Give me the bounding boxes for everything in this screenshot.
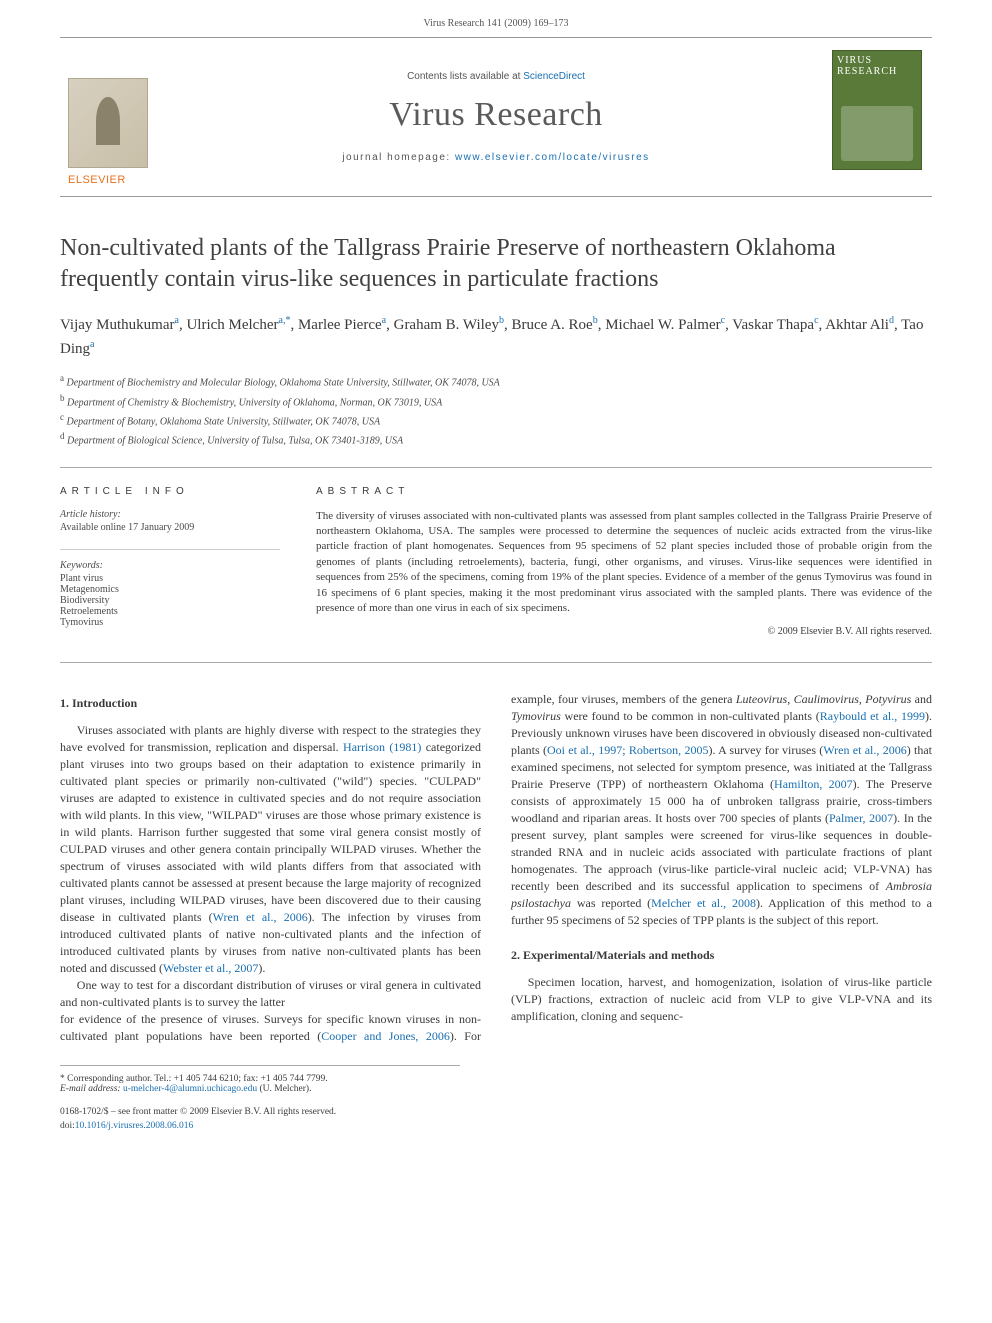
info-heading: ARTICLE INFO	[60, 486, 280, 497]
journal-homepage-link[interactable]: www.elsevier.com/locate/virusres	[455, 152, 650, 163]
article-info: ARTICLE INFO Article history: Available …	[60, 486, 280, 644]
article-front: Non-cultivated plants of the Tallgrass P…	[0, 197, 992, 1065]
cover-label-bottom: RESEARCH	[837, 66, 917, 77]
author-list: Vijay Muthukumara, Ulrich Melchera,*, Ma…	[60, 313, 932, 360]
info-abstract-row: ARTICLE INFO Article history: Available …	[60, 486, 932, 644]
section-2-p1: Specimen location, harvest, and homogeni…	[511, 974, 932, 1025]
corr-email-line: E-mail address: u-melcher-4@alumni.uchic…	[60, 1084, 460, 1094]
body-columns: 1. Introduction Viruses associated with …	[60, 691, 932, 1046]
footer-doi-line: doi:10.1016/j.virusres.2008.06.016	[60, 1120, 932, 1133]
corr-author-line: * Corresponding author. Tel.: +1 405 744…	[60, 1074, 460, 1084]
corr-email-link[interactable]: u-melcher-4@alumni.uchicago.edu	[123, 1084, 257, 1094]
footer-copyright: 0168-1702/$ – see front matter © 2009 El…	[60, 1106, 932, 1119]
history-line: Available online 17 January 2009	[60, 522, 280, 533]
abstract: ABSTRACT The diversity of viruses associ…	[316, 486, 932, 644]
journal-homepage-line: journal homepage: www.elsevier.com/locat…	[342, 152, 649, 163]
history-label: Article history:	[60, 509, 280, 520]
history-block: Article history: Available online 17 Jan…	[60, 509, 280, 533]
keywords-block: Keywords: Plant virusMetagenomicsBiodive…	[60, 560, 280, 628]
journal-cover-icon: VIRUS RESEARCH	[832, 50, 922, 170]
journal-masthead: ELSEVIER Contents lists available at Sci…	[60, 37, 932, 197]
sciencedirect-link[interactable]: ScienceDirect	[523, 71, 585, 82]
abstract-copyright: © 2009 Elsevier B.V. All rights reserved…	[316, 626, 932, 637]
keywords-list: Plant virusMetagenomicsBiodiversityRetro…	[60, 573, 280, 628]
contents-prefix: Contents lists available at	[407, 71, 523, 82]
section-1-heading: 1. Introduction	[60, 695, 481, 712]
elsevier-tree-icon	[68, 78, 148, 168]
section-1-p2: One way to test for a discordant distrib…	[60, 977, 481, 1011]
homepage-prefix: journal homepage:	[342, 152, 455, 163]
running-head: Virus Research 141 (2009) 169–173	[0, 0, 992, 37]
abstract-heading: ABSTRACT	[316, 486, 932, 497]
email-label: E-mail address:	[60, 1084, 121, 1094]
cover-block: VIRUS RESEARCH	[822, 38, 932, 196]
email-suffix: (U. Melcher).	[259, 1084, 311, 1094]
section-2-heading: 2. Experimental/Materials and methods	[511, 947, 932, 964]
masthead-center: Contents lists available at ScienceDirec…	[170, 38, 822, 196]
publisher-block: ELSEVIER	[60, 38, 170, 196]
rule-bottom	[60, 662, 932, 663]
rule-top	[60, 467, 932, 468]
info-rule	[60, 549, 280, 550]
article-title: Non-cultivated plants of the Tallgrass P…	[60, 233, 932, 295]
abstract-text: The diversity of viruses associated with…	[316, 509, 932, 617]
doi-label: doi:	[60, 1121, 75, 1131]
footer: 0168-1702/$ – see front matter © 2009 El…	[60, 1106, 932, 1133]
publisher-label: ELSEVIER	[68, 174, 162, 186]
doi-link[interactable]: 10.1016/j.virusres.2008.06.016	[75, 1121, 193, 1131]
contents-list-line: Contents lists available at ScienceDirec…	[407, 71, 585, 82]
corresponding-footnote: * Corresponding author. Tel.: +1 405 744…	[60, 1065, 460, 1094]
section-1-p1: Viruses associated with plants are highl…	[60, 722, 481, 977]
keywords-label: Keywords:	[60, 560, 280, 571]
journal-title: Virus Research	[389, 96, 603, 134]
affiliation-list: a Department of Biochemistry and Molecul…	[60, 372, 932, 448]
cover-label-top: VIRUS	[837, 55, 917, 66]
